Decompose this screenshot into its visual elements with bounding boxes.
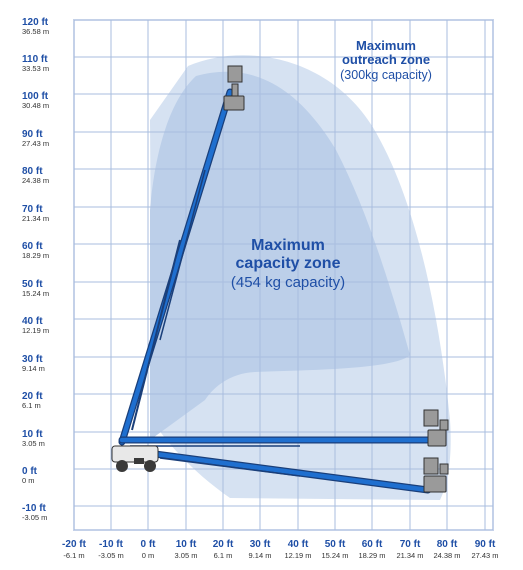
y-axis-label-m: -3.05 m bbox=[22, 513, 47, 522]
grid bbox=[73, 19, 494, 531]
boom-horizontal bbox=[118, 436, 436, 447]
capacity-zone-title: Maximum bbox=[251, 237, 325, 254]
y-axis-label-m: 30.48 m bbox=[22, 101, 49, 110]
x-axis-label-ft: 20 ft bbox=[213, 539, 234, 550]
y-axis-label-m: 24.38 m bbox=[22, 176, 49, 185]
y-axis-label-m: 0 m bbox=[22, 476, 35, 485]
x-axis-label-m: 18.29 m bbox=[358, 551, 385, 560]
x-axis-label-ft: -10 ft bbox=[99, 539, 124, 550]
y-axis-label-ft: 120 ft bbox=[22, 17, 49, 28]
x-axis-label-m: 3.05 m bbox=[175, 551, 198, 560]
x-axis-label-ft: 40 ft bbox=[288, 539, 309, 550]
boom-lowered bbox=[136, 448, 432, 494]
capacity-zone-subtitle: capacity zone bbox=[236, 255, 341, 272]
y-axis-label-ft: 0 ft bbox=[22, 466, 38, 477]
y-axis-label-ft: 90 ft bbox=[22, 129, 43, 140]
x-axis-label-m: 6.1 m bbox=[214, 551, 233, 560]
x-axis-label-ft: 50 ft bbox=[325, 539, 346, 550]
capacity-zone-envelope bbox=[150, 71, 410, 440]
y-axis-label-m: 9.14 m bbox=[22, 364, 45, 373]
y-axis-label-m: 6.1 m bbox=[22, 401, 41, 410]
x-axis-label-m: 21.34 m bbox=[396, 551, 423, 560]
y-axis-label-m: 18.29 m bbox=[22, 251, 49, 260]
x-axis-label-m: 0 m bbox=[142, 551, 155, 560]
machine-base bbox=[111, 445, 159, 472]
x-axis-label-m: 12.19 m bbox=[284, 551, 311, 560]
y-axis-label-m: 27.43 m bbox=[22, 139, 49, 148]
y-axis-label-ft: 50 ft bbox=[22, 279, 43, 290]
y-axis-label-ft: 40 ft bbox=[22, 316, 43, 327]
x-axis-label-m: -3.05 m bbox=[98, 551, 123, 560]
x-axis-label-m: -6.1 m bbox=[63, 551, 84, 560]
y-axis-label-m: 21.34 m bbox=[22, 214, 49, 223]
x-axis-label-ft: 70 ft bbox=[400, 539, 421, 550]
y-axis-label-m: 12.19 m bbox=[22, 326, 49, 335]
y-axis-label-m: 36.58 m bbox=[22, 27, 49, 36]
x-axis-labels: -20 ft-6.1 m -10 ft-3.05 m 0 ft0 m 10 ft3.0… bbox=[62, 539, 499, 560]
x-axis-label-ft: 80 ft bbox=[437, 539, 458, 550]
platform-horizontal bbox=[423, 409, 449, 447]
y-axis-label-ft: 70 ft bbox=[22, 204, 43, 215]
y-axis-label-ft: 10 ft bbox=[22, 429, 43, 440]
platform-lowered bbox=[423, 457, 449, 493]
y-axis-label-m: 33.53 m bbox=[22, 64, 49, 73]
x-axis-label-m: 9.14 m bbox=[249, 551, 272, 560]
x-axis-label-m: 15.24 m bbox=[321, 551, 348, 560]
outreach-zone-subtitle: outreach zone bbox=[342, 52, 430, 67]
y-axis-label-ft: -10 ft bbox=[22, 503, 47, 514]
x-axis-label-ft: 0 ft bbox=[141, 539, 157, 550]
capacity-zone-capacity: (454 kg capacity) bbox=[231, 274, 345, 291]
y-axis-label-ft: 110 ft bbox=[22, 54, 48, 65]
outreach-zone-capacity: (300kg capacity) bbox=[340, 68, 432, 82]
x-axis-label-m: 24.38 m bbox=[433, 551, 460, 560]
x-axis-label-ft: 30 ft bbox=[250, 539, 271, 550]
y-axis-label-ft: 80 ft bbox=[22, 166, 43, 177]
x-axis-label-ft: 10 ft bbox=[176, 539, 197, 550]
y-axis-label-ft: 100 ft bbox=[22, 91, 49, 102]
y-axis-label-ft: 20 ft bbox=[22, 391, 43, 402]
y-axis-label-m: 15.24 m bbox=[22, 289, 49, 298]
y-axis-label-ft: 60 ft bbox=[22, 241, 43, 252]
x-axis-label-ft: 90 ft bbox=[475, 539, 496, 550]
outreach-zone-title: Maximum bbox=[356, 38, 416, 53]
platform-top bbox=[223, 65, 245, 111]
x-axis-label-ft: -20 ft bbox=[62, 539, 87, 550]
x-axis-label-m: 27.43 m bbox=[471, 551, 498, 560]
y-axis-label-m: 3.05 m bbox=[22, 439, 45, 448]
boom-upright bbox=[118, 88, 234, 446]
y-axis-label-ft: 30 ft bbox=[22, 354, 43, 365]
x-axis-label-ft: 60 ft bbox=[362, 539, 383, 550]
